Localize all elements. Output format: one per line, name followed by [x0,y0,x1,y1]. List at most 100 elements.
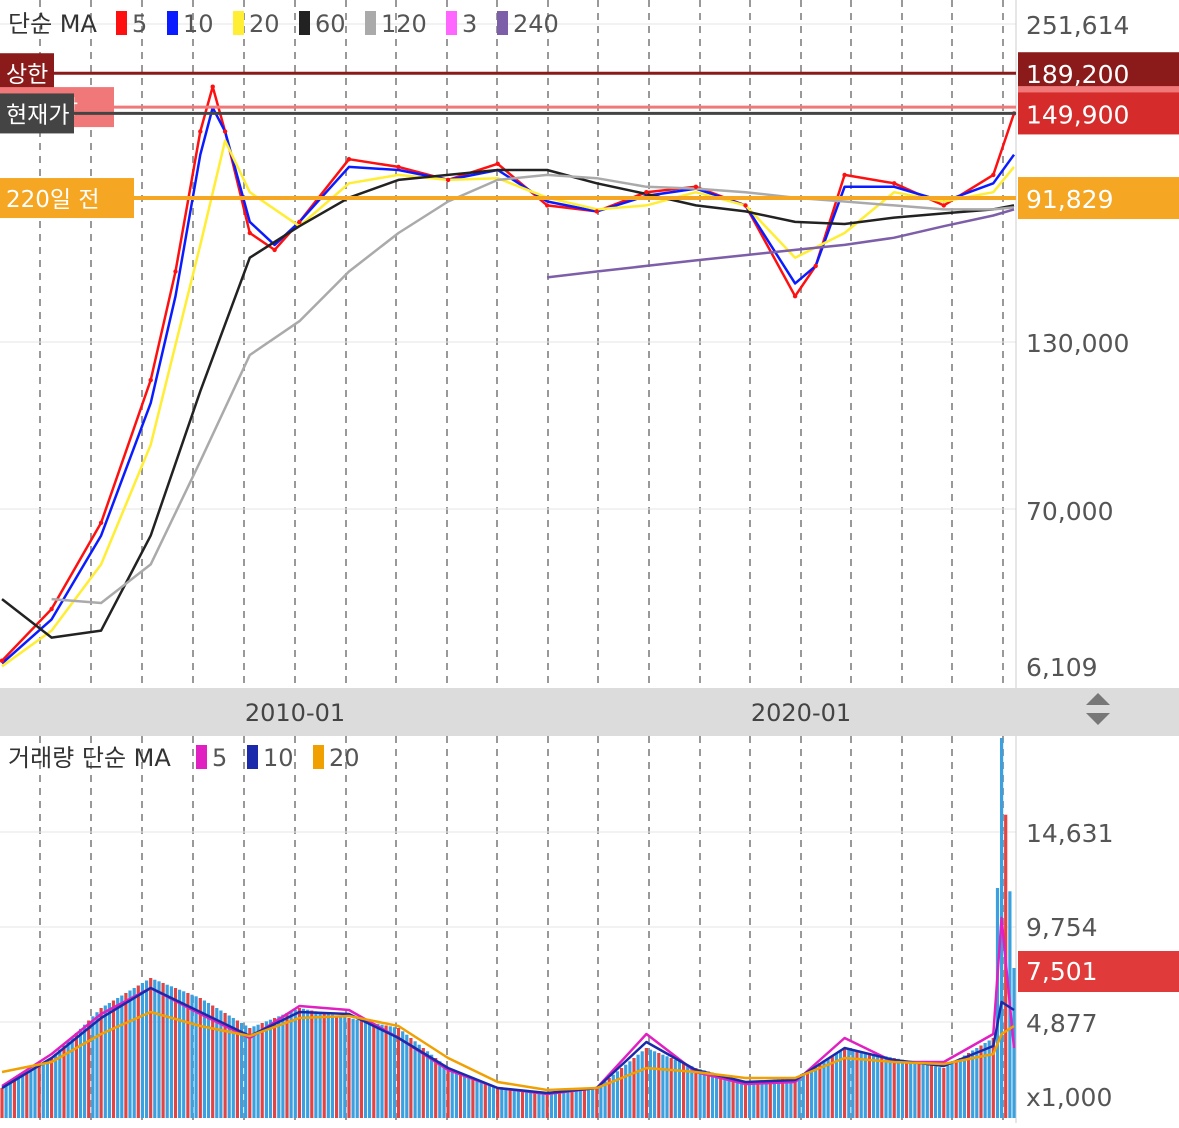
volume-bar [376,1023,380,1118]
volume-bar [715,1073,719,1118]
volume-bar [525,1091,529,1118]
volume-bar [223,1013,227,1118]
volume-bar [830,1055,834,1118]
price-ma-5-point [396,164,401,170]
volume-bar [586,1089,591,1118]
price-ma-60-line [1,168,1015,639]
price-y-tick-max: 251,614 [1026,11,1129,40]
price-legend-swatch-5 [116,11,127,35]
price-ma-5-point [222,129,228,134]
volume-bar [227,1015,231,1118]
volume-bar [785,1078,789,1118]
volume-bar [281,1014,285,1118]
price-legend-swatch-60 [299,11,310,35]
volume-bar [731,1078,735,1118]
volume-bar [430,1054,434,1118]
price-ma-5-point [98,520,104,525]
volume-bar [293,1009,297,1118]
volume-bar [124,993,128,1118]
volume-bar [942,1068,946,1118]
volume-bar [508,1089,512,1118]
volume-bar [537,1093,541,1118]
price-ma-5-point [173,269,178,274]
price-legend-swatch-3 [446,11,457,35]
volume-bar [826,1058,830,1118]
volume-bar [962,1055,966,1118]
volume-bar [401,1031,405,1118]
volume-y-tick-4877: 4,877 [1026,1009,1098,1038]
volume-bar [277,1016,281,1118]
price-ma-5-point [991,172,996,178]
volume-ma-20-line [1,1010,1015,1092]
volume-bar [268,1019,273,1118]
volume-y-tick-14631: 14,631 [1026,819,1113,848]
volume-bar [264,1021,268,1118]
volume-bar [723,1076,727,1118]
price-y-tick-130000: 130,000 [1026,329,1129,358]
volume-bar [971,1050,975,1118]
panel-resize-handle-icon[interactable] [1086,693,1110,725]
volume-bar [145,980,149,1118]
volume-bar [438,1061,442,1118]
volume-bar [562,1092,566,1118]
price-marker-value: 91,829 [1026,185,1113,214]
volume-bar [983,1043,987,1118]
volume-bar [735,1079,739,1118]
price-legend-swatch-20 [233,11,244,35]
price-marker-3: 220일 전 91,829 [0,177,1179,220]
volume-bar [682,1063,686,1118]
volume-bar [549,1093,553,1118]
volume-grid [0,736,1017,1123]
volume-bar [665,1056,669,1118]
volume-bar [467,1076,471,1118]
volume-bar [710,1072,715,1118]
volume-bar [417,1044,421,1118]
volume-bar [644,1048,648,1118]
volume-bar [566,1091,570,1118]
volume-bar [801,1073,805,1118]
volume-bar [743,1082,748,1118]
volume-bar [834,1053,838,1118]
volume-legend-label-5: 5 [212,744,227,772]
volume-series [0,738,1016,1118]
volume-bar [632,1058,636,1118]
volume-bar [694,1068,698,1118]
volume-bar [896,1058,900,1118]
volume-bar [211,1005,215,1118]
volume-bar [847,1048,851,1118]
price-y-tick-min: 6,109 [1026,653,1098,682]
volume-bar [487,1084,491,1118]
volume-bar [921,1063,925,1118]
volume-legend-label-20: 20 [329,744,360,772]
volume-bar [995,888,1000,1118]
volume-bar [202,1000,206,1118]
volume-bar [140,983,144,1118]
price-marker-2: 현재가 149,900 [0,92,1179,135]
volume-bar [768,1080,772,1118]
volume-bar [285,1013,289,1118]
price-grid [0,0,1017,688]
volume-bar [446,1068,450,1118]
volume-legend-label: 거래량 단순 MA [8,744,171,772]
x-axis-band [0,688,1179,736]
price-marker-label-box [0,93,74,134]
volume-bar [231,1018,235,1118]
volume-bar [409,1038,413,1118]
volume-bar [591,1088,595,1118]
volume-bar [471,1078,475,1118]
volume-bar [169,986,173,1118]
volume-bar [0,1088,4,1118]
volume-bar [797,1075,801,1118]
volume-bar [4,1085,8,1118]
volume-bar [306,1009,310,1118]
volume-bar [764,1080,768,1118]
volume-bar [653,1051,657,1118]
volume-bar [45,1060,49,1118]
volume-bar [322,1013,326,1118]
price-marker-value-box [1018,92,1179,135]
volume-bar [463,1074,467,1118]
price-ma-5-point [297,219,302,225]
volume-bar [458,1073,463,1118]
volume-bar [979,1045,983,1118]
